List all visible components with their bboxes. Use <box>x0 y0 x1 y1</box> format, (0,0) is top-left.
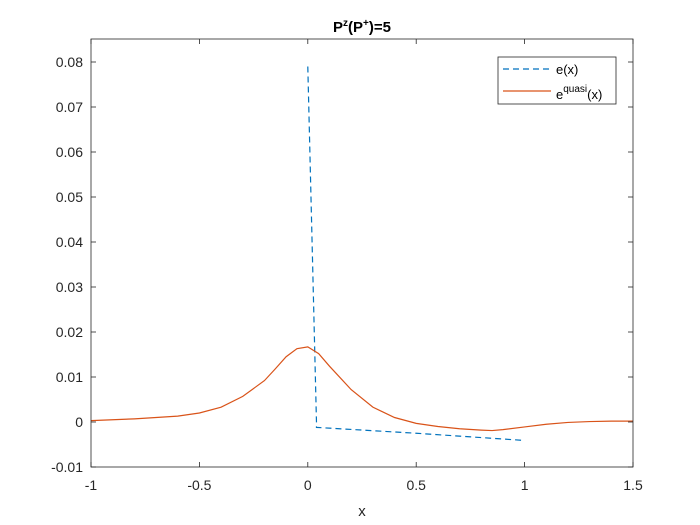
legend-label-equasi: equasi(x) <box>556 84 602 102</box>
y-tick-label: 0.01 <box>56 369 83 385</box>
y-tick-label: -0.01 <box>51 459 83 475</box>
series-line-0 <box>307 66 525 442</box>
y-tick-label: 0.05 <box>56 189 83 205</box>
y-tick-label: 0.04 <box>56 234 83 250</box>
legend-label-e: e(x) <box>556 62 578 77</box>
x-tick-label: 0.5 <box>406 477 426 493</box>
x-tick-label: 1 <box>521 477 529 493</box>
y-tick-label: 0.08 <box>56 54 83 70</box>
series-layer <box>90 66 633 442</box>
chart-title: Pz(P+)=5 <box>333 18 391 36</box>
y-tick-label: 0.07 <box>56 99 83 115</box>
y-tick-label: 0.06 <box>56 144 83 160</box>
legend-box <box>497 56 617 105</box>
y-tick-label: 0 <box>75 414 83 430</box>
axes-layer: -1 -0.5 0 0.5 1 1.5 -0.01 0 0.01 0.02 0.03 0.04 0.05… <box>51 38 643 493</box>
x-tick-label: 1.5 <box>623 477 643 493</box>
x-axis-label: x <box>358 503 366 520</box>
plot-area <box>91 39 633 467</box>
x-tick-label: -1 <box>85 477 98 493</box>
series-line-1 <box>90 346 633 432</box>
x-tick-label: 0 <box>304 477 312 493</box>
y-tick-label: 0.02 <box>56 324 83 340</box>
axes-box <box>90 38 634 468</box>
legend: e(x) equasi(x) <box>497 56 617 105</box>
y-tick-label: 0.03 <box>56 279 83 295</box>
x-tick-label: -0.5 <box>187 477 211 493</box>
